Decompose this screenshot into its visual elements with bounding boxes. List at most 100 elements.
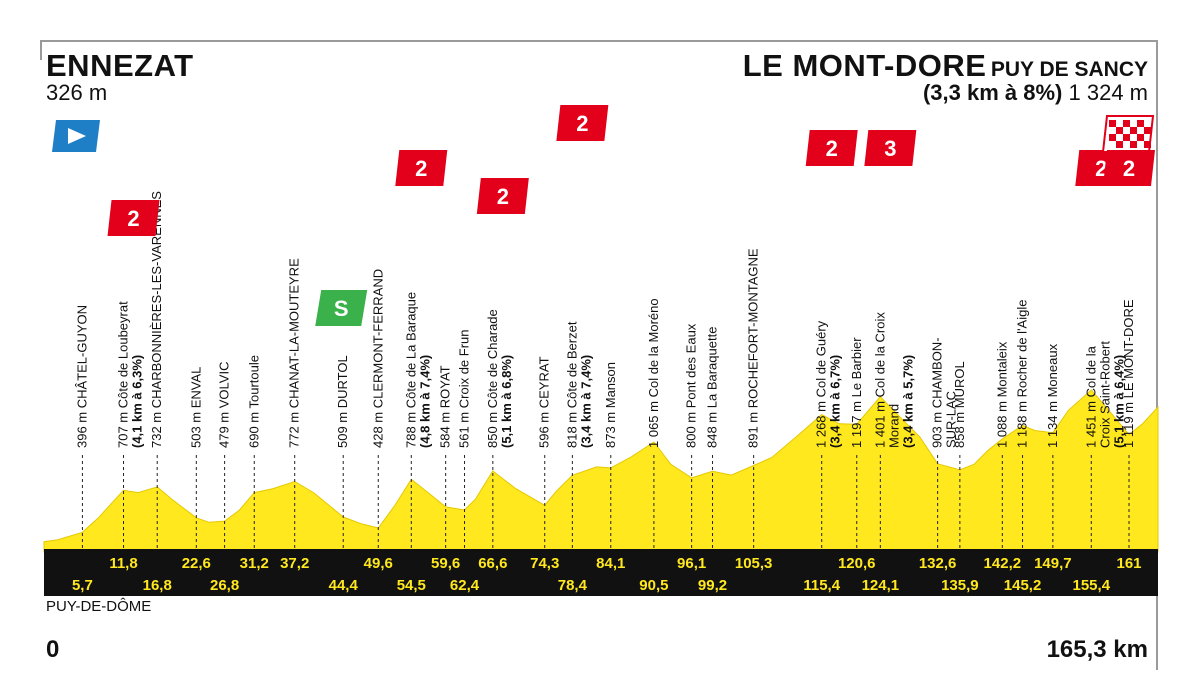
band-km-bottom: 99,2 <box>698 577 727 594</box>
waypoint-label-line: 848 m La Baraquette <box>705 327 720 448</box>
waypoint-label-line: 1 134 m Moneaux <box>1045 343 1060 448</box>
band-km-top: 105,3 <box>735 555 773 572</box>
band-km-top: 22,6 <box>182 555 211 572</box>
finish-flag-check <box>1137 134 1144 141</box>
band-km-top: 31,2 <box>240 555 269 572</box>
profile-area <box>43 389 1159 553</box>
waypoint-label: 732 m CHARBONNIÈRES-LES-VARENNES <box>149 191 164 448</box>
climb-badge-shape <box>1103 150 1155 186</box>
distance-end: 165,3 km <box>1046 636 1148 663</box>
waypoint-label-line: 1 119 m LE MONT-DORE <box>1121 299 1136 448</box>
waypoint-label-line: 873 m Manson <box>603 362 618 448</box>
finish-suffix: PUY DE SANCY <box>990 58 1148 81</box>
band-km-bottom: 5,7 <box>72 577 93 594</box>
waypoint-label-line: 690 m Tourtoule <box>246 355 261 448</box>
waypoint-label-line: 707 m Côte de Loubeyrat <box>116 301 131 448</box>
waypoint-label-line: (4,1 km à 6,3%) <box>130 355 145 448</box>
sprint-badge-shape <box>315 290 368 326</box>
waypoint-label-line: (3,4 km à 6,7%) <box>828 355 843 448</box>
band-km-bottom: 78,4 <box>558 577 588 594</box>
band-km-bottom: 145,2 <box>1004 577 1042 594</box>
waypoint-label-line: SUR-LAC <box>944 391 959 448</box>
finish-flag-check <box>1130 127 1137 134</box>
band-km-bottom: 155,4 <box>1073 577 1111 594</box>
waypoint-label: 690 m Tourtoule <box>246 355 261 448</box>
waypoint-label: 396 m CHÂTEL-GUYON <box>74 305 89 448</box>
band-km-top: 59,6 <box>431 555 460 572</box>
frame-right-border <box>1156 40 1158 670</box>
waypoint-label: 800 m Pont des Eaux <box>684 323 699 448</box>
distance-start: 0 <box>46 636 60 663</box>
climb-badge-category: 2 <box>497 184 509 209</box>
climb-badge-shape <box>864 130 917 166</box>
finish-subtitle: (3,3 km à 8%) 1 324 m <box>923 82 1148 104</box>
band-km-top: 142,2 <box>984 555 1022 572</box>
band-km-bottom: 54,5 <box>397 577 426 594</box>
distance-band <box>44 549 1158 596</box>
waypoint-label-line: 584 m ROYAT <box>438 365 453 448</box>
waypoint-label-line: 479 m VOLVIC <box>217 362 232 448</box>
waypoint-label-line: (3,4 km à 7,4%) <box>578 355 593 448</box>
band-km-top: 66,6 <box>478 555 507 572</box>
waypoint-label-line: (3,4 km à 5,7%) <box>900 355 915 448</box>
waypoint-label: 858 m MUROL <box>952 361 967 448</box>
climb-badge-shape <box>805 130 858 166</box>
finish-flag-check <box>1137 120 1144 127</box>
waypoint-label: 1 119 m LE MONT-DORE <box>1121 299 1136 448</box>
waypoint-label-line: 561 m Croix de Frun <box>457 330 472 449</box>
waypoint-label: 848 m La Baraquette <box>705 327 720 448</box>
climb-badge-category: 2 <box>127 206 139 231</box>
climb-badge-category: 2 <box>576 111 588 136</box>
waypoint-label: 561 m Croix de Frun <box>457 330 472 449</box>
waypoint-label-line: (5,1 km à 6,4%) <box>1111 355 1126 448</box>
climb-badge-shape <box>476 178 529 214</box>
waypoint-label-line: Croix Saint-Robert <box>1097 341 1112 448</box>
waypoint-label-line: 503 m ENVAL <box>188 367 203 448</box>
waypoint-label-line: 396 m CHÂTEL-GUYON <box>74 305 89 448</box>
band-km-top: 49,6 <box>364 555 393 572</box>
waypoint-label-line: (5,1 km à 6,8%) <box>499 355 514 448</box>
climb-badge-shape <box>395 150 448 186</box>
band-km-top: 120,6 <box>838 555 876 572</box>
finish-flag-check <box>1144 141 1151 148</box>
waypoint-label-line: Morand <box>886 404 901 448</box>
climb-category-badge: 2 <box>395 150 448 186</box>
climb-category-badge: 2 <box>1103 150 1155 186</box>
waypoint-label-line: 1 188 m Rocher de l'Aigle <box>1015 300 1030 448</box>
band-km-bottom: 90,5 <box>639 577 668 594</box>
climb-category-badge: 2 <box>107 200 160 236</box>
waypoint-label: 1 197 m Le Barbier <box>849 337 864 448</box>
waypoint-label: 891 m ROCHEFORT-MONTAGNE <box>746 248 761 448</box>
waypoint-label-line: 1 197 m Le Barbier <box>849 337 864 448</box>
waypoint-label: 850 m Côte de Charade(5,1 km à 6,8%) <box>485 309 514 448</box>
waypoint-label: 1 065 m Col de la Moréno <box>646 298 661 448</box>
climb-category-badge: 2 <box>805 130 858 166</box>
waypoint-label-line: 596 m CEYRAT <box>537 356 552 448</box>
waypoint-label-line: 1 065 m Col de la Moréno <box>646 298 661 448</box>
waypoint-label: 596 m CEYRAT <box>537 356 552 448</box>
waypoint-label-line: 772 m CHANAT-LA-MOUTEYRE <box>287 258 302 448</box>
finish-flag-check <box>1116 141 1123 148</box>
waypoint-label: 1 401 m Col de la CroixMorand(3,4 km à 5… <box>872 312 915 448</box>
band-km-top: 149,7 <box>1034 555 1072 572</box>
climb-category-badge: 3 <box>864 130 917 166</box>
finish-flag-check <box>1123 134 1130 141</box>
sprint-badge: S <box>315 290 368 326</box>
climb-badge-shape <box>556 105 609 141</box>
sprint-badge-letter: S <box>334 296 349 321</box>
waypoint-label: 873 m Manson <box>603 362 618 448</box>
waypoint-label: 584 m ROYAT <box>438 365 453 448</box>
finish-flag-icon <box>1101 115 1155 153</box>
finish-flag-check <box>1130 141 1137 148</box>
waypoint-label: 1 188 m Rocher de l'Aigle <box>1015 300 1030 448</box>
band-km-top: 37,2 <box>280 555 309 572</box>
band-km-bottom: 135,9 <box>941 577 979 594</box>
waypoint-label-line: 800 m Pont des Eaux <box>684 323 699 448</box>
band-km-top: 96,1 <box>677 555 706 572</box>
start-altitude: 326 m <box>46 80 108 105</box>
waypoint-label: 1 088 m Montaleix <box>994 341 1009 448</box>
finish-altitude: 1 324 m <box>1068 80 1149 105</box>
frame-left-tick <box>40 40 42 60</box>
band-km-top: 132,6 <box>919 555 957 572</box>
